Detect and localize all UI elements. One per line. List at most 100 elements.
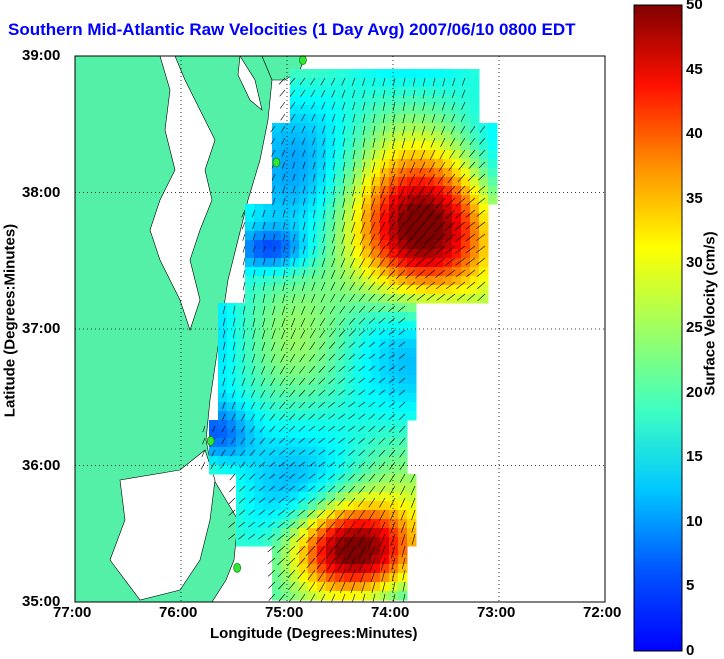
velocity-vector	[386, 269, 396, 280]
velocity-cell	[353, 555, 363, 565]
velocity-cell	[416, 276, 426, 286]
velocity-cell	[326, 303, 336, 313]
velocity-vector	[342, 185, 346, 196]
velocity-vector	[369, 209, 376, 223]
velocity-cell	[254, 528, 264, 538]
velocity-cell	[371, 474, 381, 484]
velocity-cell	[407, 213, 417, 223]
velocity-cell	[461, 96, 471, 106]
velocity-vector	[399, 437, 406, 446]
velocity-vector	[298, 401, 306, 409]
velocity-vector	[380, 557, 386, 571]
velocity-vector	[368, 533, 376, 548]
velocity-vector	[437, 173, 446, 185]
velocity-cell	[362, 168, 372, 178]
velocity-vector	[378, 449, 386, 457]
velocity-cell	[461, 258, 471, 268]
velocity-cell	[326, 186, 336, 196]
velocity-cell	[407, 537, 417, 547]
velocity-vector	[412, 113, 416, 124]
velocity-cell	[236, 375, 246, 385]
velocity-vector	[352, 149, 356, 160]
velocity-cell	[281, 456, 291, 466]
velocity-cell	[362, 267, 372, 277]
velocity-vector	[411, 521, 416, 533]
velocity-vector	[455, 269, 466, 278]
velocity-cell	[281, 177, 291, 187]
velocity-cell	[407, 366, 417, 376]
velocity-vector	[378, 437, 386, 445]
velocity-cell	[326, 375, 336, 385]
radar-station-marker	[298, 55, 307, 65]
velocity-cell	[389, 213, 399, 223]
velocity-cell	[290, 348, 300, 358]
velocity-vector	[302, 197, 306, 206]
velocity-cell	[290, 132, 300, 142]
velocity-cell	[389, 384, 399, 394]
velocity-cell	[461, 240, 471, 250]
velocity-vector	[415, 209, 426, 223]
velocity-vector	[317, 497, 326, 505]
velocity-cell	[281, 474, 291, 484]
velocity-cell	[272, 303, 282, 313]
velocity-cell	[371, 105, 381, 115]
velocity-cell	[443, 141, 453, 151]
velocity-cell	[461, 249, 471, 259]
velocity-cell	[335, 195, 345, 205]
velocity-cell	[398, 528, 408, 538]
velocity-cell	[380, 141, 390, 151]
velocity-cell	[389, 357, 399, 367]
velocity-vector	[302, 149, 306, 158]
velocity-cell	[290, 411, 300, 421]
velocity-vector	[316, 509, 326, 518]
velocity-vector	[400, 509, 406, 521]
velocity-vector	[312, 245, 316, 255]
velocity-vector	[260, 401, 266, 410]
velocity-cell	[263, 528, 273, 538]
velocity-vector	[331, 593, 336, 602]
velocity-cell	[263, 429, 273, 439]
velocity-cell	[308, 141, 318, 151]
velocity-cell	[353, 177, 363, 187]
velocity-cell	[254, 411, 264, 421]
velocity-vector	[321, 257, 326, 267]
velocity-cell	[389, 96, 399, 106]
velocity-cell	[326, 240, 336, 250]
velocity-cell	[371, 276, 381, 286]
velocity-vector	[380, 185, 386, 199]
velocity-vector	[352, 113, 356, 123]
velocity-vector	[358, 425, 366, 432]
velocity-vector	[371, 581, 376, 593]
velocity-vector	[298, 581, 306, 591]
velocity-vector	[299, 365, 306, 374]
velocity-cell	[272, 555, 282, 565]
velocity-vector	[379, 497, 386, 508]
velocity-cell	[272, 222, 282, 232]
velocity-cell	[371, 87, 381, 97]
velocity-cell	[344, 411, 354, 421]
velocity-cell	[263, 330, 273, 340]
velocity-cell	[218, 411, 228, 421]
velocity-cell	[344, 87, 354, 97]
velocity-vector	[388, 389, 396, 396]
velocity-cell	[227, 384, 237, 394]
velocity-cell	[416, 240, 426, 250]
velocity-cell	[479, 258, 489, 268]
velocity-cell	[389, 222, 399, 232]
velocity-cell	[308, 195, 318, 205]
velocity-cell	[254, 402, 264, 412]
velocity-cell	[218, 357, 228, 367]
velocity-cell	[227, 411, 237, 421]
velocity-cell	[326, 420, 336, 430]
velocity-cell	[272, 501, 282, 511]
velocity-cell	[335, 447, 345, 457]
velocity-cell	[245, 411, 255, 421]
velocity-cell	[416, 78, 426, 88]
velocity-vector	[279, 461, 286, 468]
velocity-cell	[272, 447, 282, 457]
velocity-cell	[326, 159, 336, 169]
velocity-vector	[342, 209, 346, 220]
velocity-cell	[263, 312, 273, 322]
velocity-cell	[380, 366, 390, 376]
velocity-vector	[348, 353, 356, 360]
